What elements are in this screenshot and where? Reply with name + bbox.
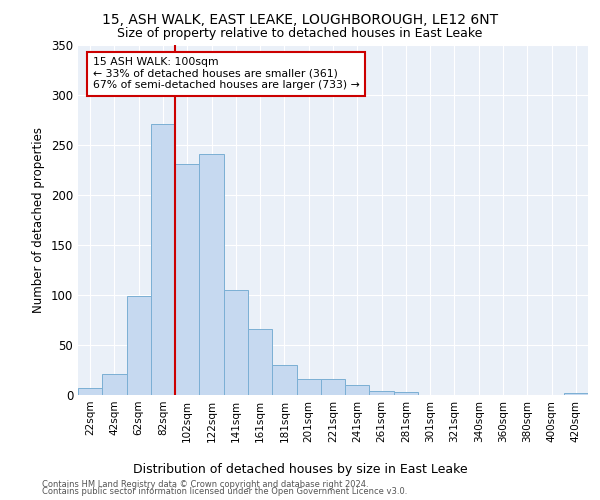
Text: Distribution of detached houses by size in East Leake: Distribution of detached houses by size … xyxy=(133,462,467,475)
Bar xyxy=(272,365,296,395)
Bar xyxy=(224,290,248,395)
Bar xyxy=(321,379,345,395)
Bar xyxy=(370,391,394,395)
Bar xyxy=(345,385,370,395)
Bar xyxy=(394,392,418,395)
Text: Contains HM Land Registry data © Crown copyright and database right 2024.: Contains HM Land Registry data © Crown c… xyxy=(42,480,368,489)
Y-axis label: Number of detached properties: Number of detached properties xyxy=(32,127,46,313)
Text: 15, ASH WALK, EAST LEAKE, LOUGHBOROUGH, LE12 6NT: 15, ASH WALK, EAST LEAKE, LOUGHBOROUGH, … xyxy=(102,12,498,26)
Bar xyxy=(127,296,151,395)
Text: Contains public sector information licensed under the Open Government Licence v3: Contains public sector information licen… xyxy=(42,487,407,496)
Bar xyxy=(248,329,272,395)
Bar xyxy=(296,379,321,395)
Bar xyxy=(199,154,224,395)
Text: 15 ASH WALK: 100sqm
← 33% of detached houses are smaller (361)
67% of semi-detac: 15 ASH WALK: 100sqm ← 33% of detached ho… xyxy=(92,57,359,90)
Bar xyxy=(175,164,199,395)
Bar xyxy=(151,124,175,395)
Text: Size of property relative to detached houses in East Leake: Size of property relative to detached ho… xyxy=(118,28,482,40)
Bar xyxy=(564,393,588,395)
Bar xyxy=(78,388,102,395)
Bar xyxy=(102,374,127,395)
